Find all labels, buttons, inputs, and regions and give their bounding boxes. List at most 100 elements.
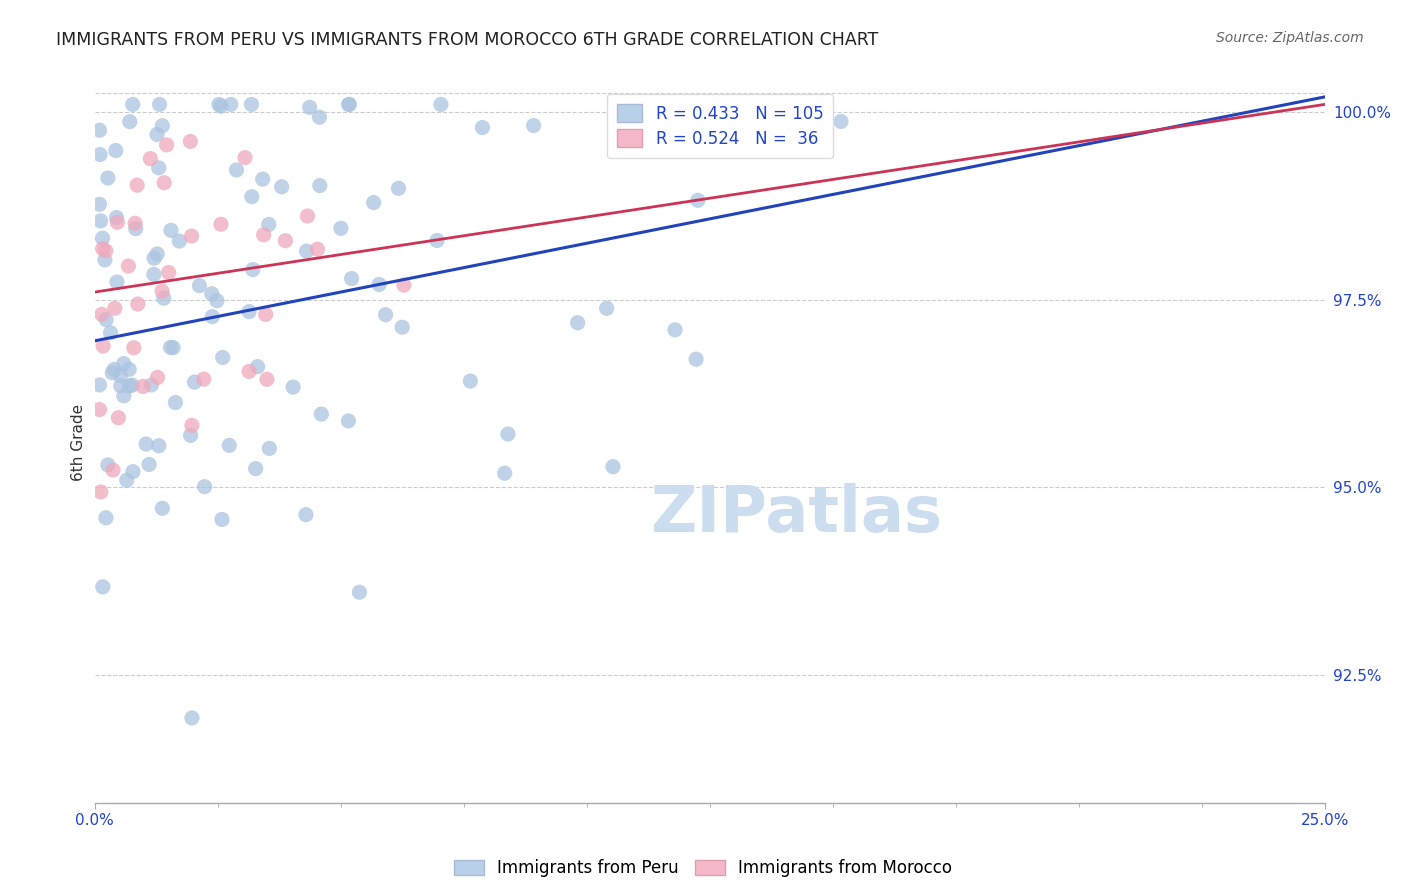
Text: IMMIGRANTS FROM PERU VS IMMIGRANTS FROM MOROCCO 6TH GRADE CORRELATION CHART: IMMIGRANTS FROM PERU VS IMMIGRANTS FROM … [56,31,879,49]
Point [337,414,360,428]
Point [496,427,519,442]
Text: ZIPatlas: ZIPatlas [650,483,942,545]
Point [132,379,155,393]
Point [146,247,169,261]
Point [311,407,333,421]
Point [685,352,707,367]
Point [188,278,211,293]
Point [91,242,114,256]
Point [110,379,132,393]
Point [96,312,118,326]
Legend: R = 0.433   N = 105, R = 0.524   N =  36: R = 0.433 N = 105, R = 0.524 N = 36 [607,94,834,158]
Point [426,234,449,248]
Point [830,114,852,128]
Point [201,310,224,324]
Point [104,301,127,316]
Point [118,379,141,393]
Point [89,402,111,417]
Point [142,268,165,282]
Point [270,179,292,194]
Point [349,585,371,599]
Point [127,178,149,193]
Point [146,370,169,384]
Point [89,123,111,137]
Point [153,176,176,190]
Point [165,395,187,409]
Point [94,510,117,524]
Point [194,480,217,494]
Point [117,259,139,273]
Point [240,97,263,112]
Text: Source: ZipAtlas.com: Source: ZipAtlas.com [1216,31,1364,45]
Point [124,221,146,235]
Point [218,438,240,452]
Point [337,97,360,112]
Point [246,359,269,374]
Point [238,364,260,378]
Point [238,304,260,318]
Point [107,410,129,425]
Point [91,580,114,594]
Point [112,389,135,403]
Point [162,341,184,355]
Point [94,244,117,258]
Point [297,209,319,223]
Point [91,339,114,353]
Point [219,97,242,112]
Point [295,508,318,522]
Point [89,147,111,161]
Point [179,135,201,149]
Point [374,308,396,322]
Point [146,128,169,142]
Point [392,278,415,293]
Point [150,284,173,298]
Point [602,459,624,474]
Point [97,458,120,472]
Point [89,197,111,211]
Point [523,119,546,133]
Point [259,442,281,456]
Point [567,316,589,330]
Point [253,227,276,242]
Point [256,372,278,386]
Point [180,229,202,244]
Point [135,437,157,451]
Point [152,291,174,305]
Point [329,221,352,235]
Point [150,501,173,516]
Point [225,163,247,178]
Point [127,297,149,311]
Point [245,461,267,475]
Point [122,465,145,479]
Point [595,301,617,316]
Point [150,119,173,133]
Point [143,251,166,265]
Point [138,458,160,472]
Y-axis label: 6th Grade: 6th Grade [72,404,86,481]
Point [391,320,413,334]
Point [193,372,215,386]
Point [89,378,111,392]
Point [180,428,202,442]
Point [211,512,233,526]
Point [115,473,138,487]
Point [157,265,180,279]
Point [105,275,128,289]
Point [97,171,120,186]
Point [252,172,274,186]
Point [254,307,277,321]
Point [148,439,170,453]
Point [295,244,318,258]
Point [160,223,183,237]
Point [664,323,686,337]
Point [208,97,231,112]
Point [121,378,143,392]
Point [308,178,330,193]
Point [105,215,128,229]
Point [281,380,304,394]
Point [94,252,117,267]
Point [298,100,321,114]
Point [460,374,482,388]
Point [121,97,143,112]
Point [156,137,179,152]
